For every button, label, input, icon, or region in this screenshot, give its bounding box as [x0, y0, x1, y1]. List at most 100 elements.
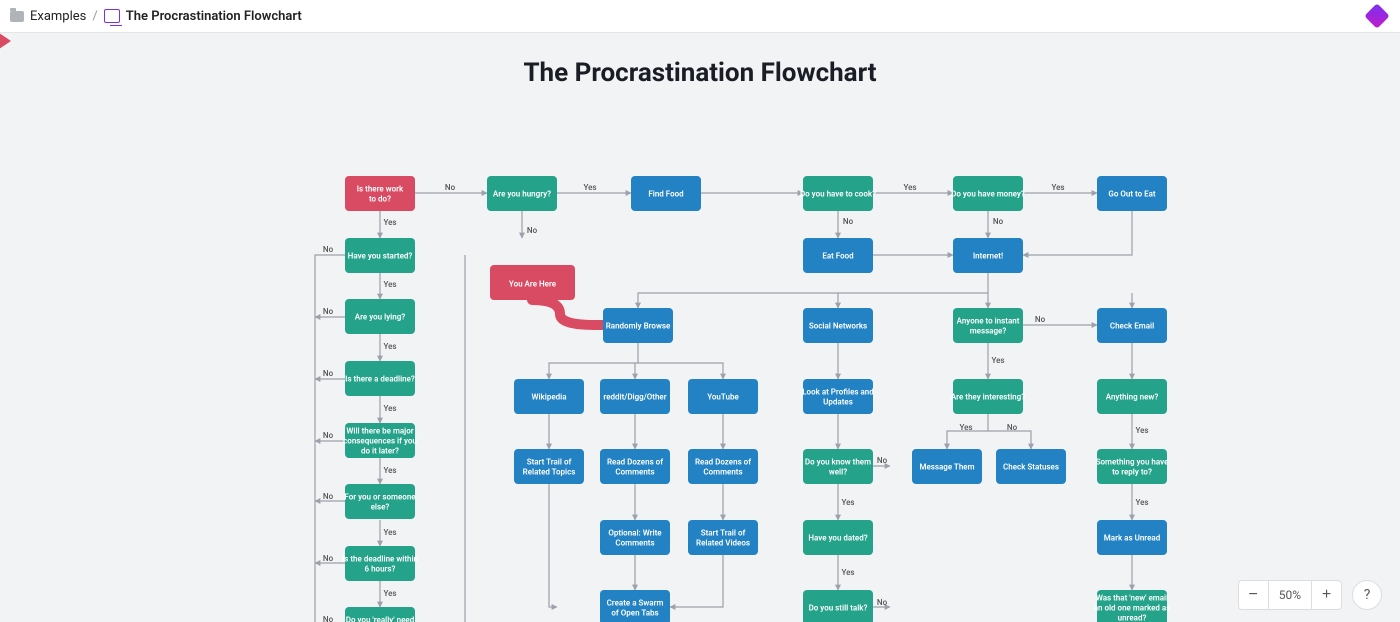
- svg-text:Eat Food: Eat Food: [822, 251, 854, 260]
- node-unread[interactable]: Mark as Unread: [1097, 520, 1167, 555]
- svg-text:Yes: Yes: [1135, 498, 1148, 507]
- node-talk[interactable]: Do you still talk?: [803, 590, 873, 622]
- svg-text:Comments: Comments: [615, 538, 654, 547]
- svg-text:For you or someone: For you or someone: [344, 492, 416, 501]
- node-readc1[interactable]: Read Dozens ofComments: [600, 449, 670, 484]
- node-cook[interactable]: Do you have to cook?: [800, 176, 876, 211]
- svg-text:Have you dated?: Have you dated?: [808, 533, 867, 542]
- svg-text:to reply to?: to reply to?: [1112, 467, 1152, 476]
- svg-text:Create a Swarm: Create a Swarm: [607, 598, 664, 607]
- node-anynew[interactable]: Anything new?: [1097, 379, 1167, 414]
- node-eatfood[interactable]: Eat Food: [803, 238, 873, 273]
- svg-text:Randomly Browse: Randomly Browse: [606, 321, 671, 330]
- svg-text:Yes: Yes: [383, 404, 396, 413]
- node-wiki[interactable]: Wikipedia: [514, 379, 584, 414]
- zoom-control: − 50% +: [1238, 580, 1342, 610]
- svg-text:No: No: [843, 217, 854, 226]
- folder-icon: [10, 11, 24, 22]
- app-logo-icon[interactable]: [1364, 3, 1389, 28]
- svg-text:No: No: [445, 183, 456, 192]
- node-reply[interactable]: Something you haveto reply to?: [1096, 449, 1169, 484]
- svg-text:Message Them: Message Them: [919, 462, 974, 471]
- node-here[interactable]: You Are Here: [490, 265, 575, 300]
- breadcrumb-folder[interactable]: Examples: [30, 9, 86, 24]
- svg-text:Yes: Yes: [991, 356, 1004, 365]
- node-statuses[interactable]: Check Statuses: [996, 449, 1066, 484]
- svg-text:Are you lying?: Are you lying?: [355, 312, 405, 321]
- svg-text:Start Trail of: Start Trail of: [701, 528, 746, 537]
- svg-text:Are they interesting?: Are they interesting?: [951, 392, 1025, 401]
- node-internet[interactable]: Internet!: [953, 238, 1023, 273]
- svg-text:Read Dozens of: Read Dozens of: [695, 457, 751, 466]
- svg-text:Yes: Yes: [383, 218, 396, 227]
- svg-text:No: No: [877, 598, 888, 607]
- svg-text:No: No: [1035, 315, 1046, 324]
- svg-text:Social Networks: Social Networks: [809, 321, 867, 330]
- svg-text:Do you 'really' need: Do you 'really' need: [346, 615, 415, 622]
- node-trail[interactable]: Start Trail ofRelated Topics: [514, 449, 584, 484]
- svg-text:Yes: Yes: [383, 342, 396, 351]
- zoom-out-button[interactable]: −: [1239, 581, 1269, 609]
- svg-text:No: No: [323, 492, 334, 501]
- svg-text:unread?: unread?: [1118, 613, 1147, 622]
- svg-text:Do you know them: Do you know them: [805, 457, 871, 466]
- node-dated[interactable]: Have you dated?: [803, 520, 873, 555]
- zoom-level: 50%: [1269, 588, 1311, 602]
- svg-text:message?: message?: [970, 326, 1007, 335]
- node-social[interactable]: Social Networks: [803, 308, 873, 343]
- help-button[interactable]: ?: [1352, 580, 1382, 610]
- svg-text:Yes: Yes: [841, 498, 854, 507]
- node-swarm[interactable]: Create a Swarmof Open Tabs: [600, 590, 670, 622]
- breadcrumb-title[interactable]: The Procrastination Flowchart: [126, 9, 302, 24]
- node-email[interactable]: Check Email: [1097, 308, 1167, 343]
- node-work[interactable]: Is there workto do?: [345, 176, 415, 211]
- svg-text:else?: else?: [371, 502, 390, 511]
- node-oldnew[interactable]: Was that 'new' emailan old one marked as…: [1094, 590, 1171, 622]
- canvas[interactable]: The Procrastination Flowchart NoYesYesYe…: [0, 33, 1400, 622]
- svg-text:YouTube: YouTube: [707, 392, 739, 401]
- svg-text:Check Email: Check Email: [1110, 321, 1154, 330]
- svg-text:No: No: [527, 226, 538, 235]
- node-reddit[interactable]: reddit/Digg/Other: [600, 379, 670, 414]
- node-browse[interactable]: Randomly Browse: [603, 308, 673, 343]
- svg-text:Wikipedia: Wikipedia: [531, 392, 566, 401]
- node-knowwell[interactable]: Do you know themwell?: [803, 449, 873, 484]
- node-lying[interactable]: Are you lying?: [345, 299, 415, 334]
- presentation-icon: [104, 9, 120, 23]
- svg-text:Read Dozens of: Read Dozens of: [607, 457, 663, 466]
- node-im[interactable]: Anyone to instantmessage?: [953, 308, 1023, 343]
- svg-text:Something you have: Something you have: [1096, 457, 1169, 466]
- node-optwrite[interactable]: Optional: WriteComments: [600, 520, 670, 555]
- svg-text:Yes: Yes: [1135, 426, 1148, 435]
- node-started[interactable]: Have you started?: [345, 238, 415, 273]
- svg-text:well?: well?: [829, 467, 847, 476]
- node-findfood[interactable]: Find Food: [631, 176, 701, 211]
- node-dead6[interactable]: Is the deadline within6 hours?: [342, 546, 419, 581]
- svg-text:Yes: Yes: [1051, 183, 1064, 192]
- node-trailvid[interactable]: Start Trail ofRelated Videos: [688, 520, 758, 555]
- svg-text:6 hours?: 6 hours?: [365, 564, 396, 573]
- node-goout[interactable]: Go Out to Eat: [1097, 176, 1167, 211]
- svg-text:No: No: [877, 456, 888, 465]
- node-deadline[interactable]: Is there a deadline?: [345, 361, 415, 396]
- node-interest[interactable]: Are they interesting?: [951, 379, 1025, 414]
- node-conseq[interactable]: Will there be majorconsequences if youdo…: [343, 423, 417, 458]
- node-readc2[interactable]: Read Dozens ofComments: [688, 449, 758, 484]
- svg-text:Do you have money?: Do you have money?: [951, 189, 1025, 198]
- breadcrumb-separator: /: [92, 9, 97, 24]
- node-foryou[interactable]: For you or someoneelse?: [344, 484, 416, 519]
- svg-text:Yes: Yes: [383, 528, 396, 537]
- node-profiles[interactable]: Look at Profiles andUpdates: [802, 379, 874, 414]
- svg-text:Go Out to Eat: Go Out to Eat: [1108, 189, 1156, 198]
- svg-text:to do?: to do?: [369, 194, 391, 203]
- svg-text:Related Topics: Related Topics: [523, 467, 576, 476]
- footer-controls: − 50% + ?: [1238, 580, 1382, 610]
- zoom-in-button[interactable]: +: [1311, 581, 1341, 609]
- svg-text:Updates: Updates: [823, 397, 853, 406]
- svg-text:Find Food: Find Food: [648, 189, 684, 198]
- node-youtube[interactable]: YouTube: [688, 379, 758, 414]
- node-money[interactable]: Do you have money?: [951, 176, 1025, 211]
- node-msg[interactable]: Message Them: [912, 449, 982, 484]
- node-hungry[interactable]: Are you hungry?: [487, 176, 557, 211]
- node-really[interactable]: Do you 'really' needto do it?: [345, 607, 415, 622]
